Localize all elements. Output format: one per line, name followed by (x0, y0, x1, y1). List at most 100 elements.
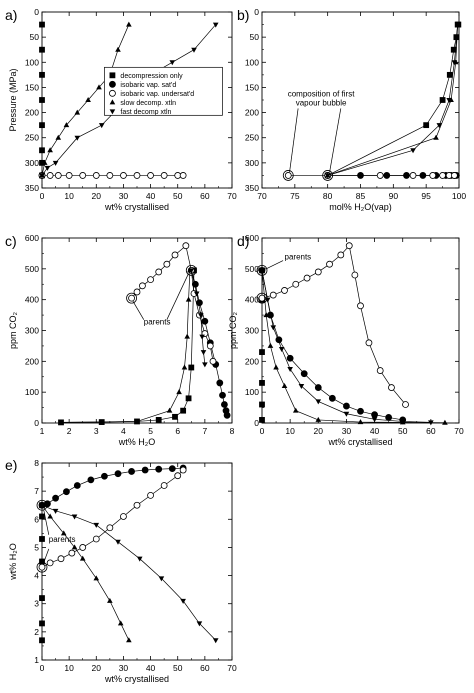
annotation-arrow (329, 108, 342, 172)
decompression-only-point (259, 349, 265, 355)
isobaric-vap-undersat-d-point (92, 172, 100, 179)
fast-decomp-xtln-point (270, 325, 277, 331)
isobaric-vap-undersat-d-point (269, 291, 277, 299)
isobaric-vap-undersat-d-point (46, 559, 54, 567)
decompression-only-point (39, 558, 45, 565)
panel-b: 70 75 80 85 90 95 100 0 50 100 150 200 250 300 350 mol%… (237, 7, 466, 212)
plot-frame (261, 11, 460, 189)
slow-decomp-xtln-point (93, 575, 100, 581)
decompression-only-point (185, 395, 192, 402)
x-tick-label: 50 (173, 663, 183, 673)
isobaric-vap-undersat-d-point (206, 342, 214, 350)
isobaric-vap-sat-d-point (101, 472, 108, 480)
parent-ring (36, 561, 48, 573)
x-tick-label: 5 (148, 426, 153, 436)
series-line (60, 270, 191, 423)
x-tick-label: 4 (121, 426, 126, 436)
slow-decomp-xtln-point (433, 134, 439, 140)
isobaric-vap-undersat-d-point (388, 384, 395, 391)
fast-decomp-xtln-point (324, 173, 331, 179)
x-axis-label: wt% crystallised (327, 437, 392, 447)
fast-decomp-xtln-point (39, 503, 45, 509)
y-tick-label: 250 (245, 133, 259, 143)
decompression-only-point (39, 97, 45, 103)
x-tick-label: 40 (146, 191, 156, 201)
fast-decomp-xtln-point (180, 598, 186, 604)
slow-decomp-xtln-point (107, 597, 113, 603)
isobaric-vap-undersat-d-point (133, 172, 141, 179)
fast-decomp-xtln-point (197, 313, 204, 319)
legend-point (109, 89, 116, 97)
slow-decomp-xtln-point (85, 97, 91, 102)
decompression-only-point (172, 413, 178, 420)
parent-ring (256, 292, 268, 304)
x-tick-label: 1 (40, 426, 45, 436)
fast-decomp-xtln-point (136, 556, 143, 562)
x-tick-label: 60 (200, 191, 210, 201)
x-tick-label: 0 (40, 191, 45, 201)
isobaric-vap-undersat-d-point (160, 482, 168, 489)
isobaric-vap-undersat-d-point (429, 172, 437, 179)
fast-decomp-xtln-point (315, 399, 322, 405)
fast-decomp-xtln-point (410, 148, 416, 154)
first-bubble-ring (322, 170, 334, 181)
isobaric-vap-undersat-d-point (163, 260, 171, 268)
isobaric-vap-sat-d-point (286, 354, 294, 362)
isobaric-vap-undersat-d-point (376, 172, 384, 179)
slow-decomp-xtln-point (184, 333, 191, 339)
decompression-only-point (39, 637, 45, 644)
y-tick-label: 0 (34, 418, 39, 428)
decompression-only-point (39, 147, 45, 154)
plot-frame (261, 237, 460, 424)
isobaric-vap-undersat-d-point (147, 491, 154, 499)
legend-point (109, 99, 116, 105)
y-tick-label: 50 (250, 32, 260, 42)
legend-label: slow decomp. xtln (120, 100, 176, 107)
y-tick-label: 200 (245, 356, 259, 366)
decompression-only-point (39, 21, 45, 28)
y-axis-label: ppm CO₂ (8, 311, 18, 349)
x-tick-label: 0 (260, 426, 265, 436)
plot-frame (41, 462, 233, 661)
slow-decomp-xtln-point (315, 416, 322, 422)
parent-ring (185, 264, 197, 276)
legend-box (104, 66, 223, 116)
isobaric-vap-undersat-d-point (258, 294, 266, 302)
y-tick-label: 5 (34, 542, 39, 552)
annotation-text: parents (144, 317, 171, 326)
x-tick-label: 3 (94, 426, 99, 436)
y-tick-label: 1 (34, 655, 39, 665)
x-tick-label: 95 (421, 191, 431, 201)
decompression-only-point (180, 407, 187, 414)
y-tick-label: 300 (245, 158, 259, 168)
x-tick-label: 70 (227, 191, 237, 201)
isobaric-vap-undersat-d-point (365, 339, 373, 347)
y-tick-label: 200 (25, 108, 39, 118)
isobaric-vap-undersat-d-point (79, 544, 87, 551)
x-tick-label: 30 (119, 191, 129, 201)
x-tick-label: 7 (202, 426, 207, 436)
isobaric-vap-undersat-d-point (54, 172, 62, 179)
fast-decomp-xtln-point (71, 514, 78, 520)
legend-label: isobaric vap. undersat'd (120, 91, 194, 98)
isobaric-vap-undersat-d-point (65, 172, 73, 179)
isobaric-vap-sat-d-point (328, 394, 336, 402)
decompression-only-point (39, 620, 45, 627)
decompression-only-point (259, 401, 265, 408)
y-tick-label: 300 (25, 326, 39, 336)
legend-point (109, 109, 116, 115)
decompression-only-point (439, 97, 446, 103)
fast-decomp-xtln-point (52, 508, 59, 514)
y-tick-label: 200 (25, 356, 39, 366)
panel-label: e) (5, 457, 17, 473)
isobaric-vap-undersat-d-point (174, 472, 182, 480)
fast-decomp-xtln-point (454, 22, 461, 28)
isobaric-vap-undersat-d-point (128, 294, 135, 302)
fast-decomp-xtln-point (371, 417, 378, 423)
fast-decomp-xtln-point (199, 334, 205, 340)
annotation-arrow (166, 273, 189, 320)
isobaric-vap-undersat-d-point (120, 172, 127, 179)
y-tick-label: 500 (245, 264, 259, 274)
isobaric-vap-undersat-d-point (409, 172, 417, 179)
